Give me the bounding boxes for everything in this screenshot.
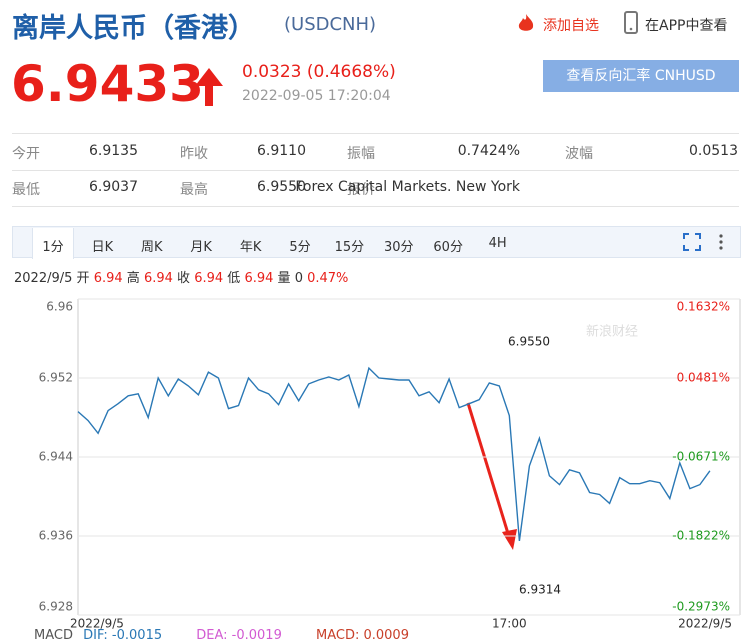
- price-line: [77, 366, 711, 541]
- info-value: 6.94: [194, 271, 224, 286]
- info-value: 6.94: [143, 271, 173, 286]
- table-value: 0.7424%: [457, 143, 520, 159]
- y2-tick-label: 0.0481%: [677, 370, 730, 384]
- tab[interactable]: 30分: [384, 240, 414, 255]
- y-tick-label: 6.936: [39, 529, 73, 543]
- table-value: 0.0513: [689, 143, 738, 159]
- watermark: 新浪财经: [586, 324, 638, 340]
- divider: [12, 170, 739, 171]
- y-tick-label: 6.928: [39, 600, 73, 614]
- flame-icon[interactable]: [515, 12, 537, 34]
- red-arrow-head: [502, 529, 517, 550]
- phone-icon[interactable]: [623, 11, 639, 35]
- macd-dea: DEA: -0.0019: [196, 628, 282, 643]
- tab[interactable]: 4H: [488, 236, 507, 251]
- y2-tick-label: 0.1632%: [677, 300, 730, 314]
- table-value: 6.9135: [89, 143, 138, 159]
- y-tick-label: 6.96: [46, 300, 73, 314]
- table-value: 6.9550: [257, 179, 306, 195]
- code: (USDCNH): [284, 14, 377, 35]
- table-label: 报价: [347, 182, 375, 198]
- up-arrow: [195, 68, 223, 106]
- tab[interactable]: 日K: [91, 240, 114, 255]
- info-label: 量: [277, 271, 291, 286]
- tab-active-bg: [32, 228, 74, 259]
- y-tick-label: 6.952: [39, 371, 73, 385]
- info-label: 低: [227, 271, 241, 286]
- time: 2022-09-05 17:20:04: [242, 88, 391, 104]
- x-tick-label: 17:00: [492, 617, 527, 631]
- table-label: 振幅: [347, 146, 375, 162]
- y-tick-label: 6.944: [39, 450, 73, 464]
- x-tick-label: 2022/9/5: [678, 617, 732, 631]
- title: 离岸人民币（香港）: [12, 13, 255, 44]
- x-tick-label: 2022/9/5: [70, 617, 124, 631]
- y2-tick-label: -0.0671%: [672, 450, 730, 464]
- info-line: 2022/9/5 开 6.94 高 6.94 收 6.94 低 6.94 量 0…: [14, 267, 348, 286]
- table-label: 波幅: [565, 146, 593, 162]
- table-value: 6.9037: [89, 179, 138, 195]
- info-label: 收: [177, 271, 191, 286]
- info-value: 6.94: [244, 271, 274, 286]
- open-app[interactable]: 在APP中查看: [645, 18, 728, 34]
- table-label: 最高: [180, 182, 208, 198]
- table-value: 6.9110: [257, 143, 306, 159]
- annotation: 6.9314: [519, 583, 561, 597]
- info-value: 0: [294, 271, 303, 286]
- red-arrow: [466, 402, 512, 541]
- macd-name: MACD: [34, 628, 73, 643]
- divider: [12, 206, 739, 207]
- info-label: 开: [76, 271, 90, 286]
- macd-dif: DIF: -0.0015: [83, 628, 163, 643]
- macd-line: MACD DIF: -0.0015 DEA: -0.0019 MACD: 0.0…: [34, 628, 409, 643]
- y2-tick-label: -0.2973%: [672, 600, 730, 614]
- divider: [12, 133, 739, 134]
- price: 6.9433: [11, 55, 204, 113]
- tab[interactable]: 1分: [42, 240, 64, 255]
- table-label: 最低: [12, 182, 40, 198]
- tab[interactable]: 5分: [289, 240, 311, 255]
- tab-bar: [12, 226, 741, 258]
- tab[interactable]: 周K: [141, 240, 163, 255]
- table-label: 昨收: [180, 146, 208, 162]
- macd-value: MACD: 0.0009: [316, 628, 409, 643]
- fullscreen-icon[interactable]: [682, 232, 702, 252]
- info-label: 高: [126, 271, 140, 286]
- change: 0.0323 (0.4668%): [242, 62, 396, 82]
- tab[interactable]: 年K: [239, 240, 262, 255]
- y2-tick-label: -0.1822%: [672, 529, 730, 543]
- tab[interactable]: 15分: [334, 240, 365, 255]
- tab[interactable]: 60分: [433, 240, 463, 255]
- info-value: 6.94: [93, 271, 123, 286]
- tab[interactable]: 月K: [190, 240, 212, 255]
- menu-icon[interactable]: [716, 232, 726, 252]
- table-value: Forex Capital Markets. New York: [295, 179, 520, 195]
- annotation: 6.9550: [508, 335, 550, 349]
- info-date: 2022/9/5: [14, 271, 73, 286]
- add-watchlist[interactable]: 添加自选: [543, 18, 599, 34]
- reverse-button[interactable]: 查看反向汇率 CNHUSD: [543, 60, 739, 92]
- info-change: 0.47%: [307, 271, 349, 286]
- table-label: 今开: [12, 146, 40, 162]
